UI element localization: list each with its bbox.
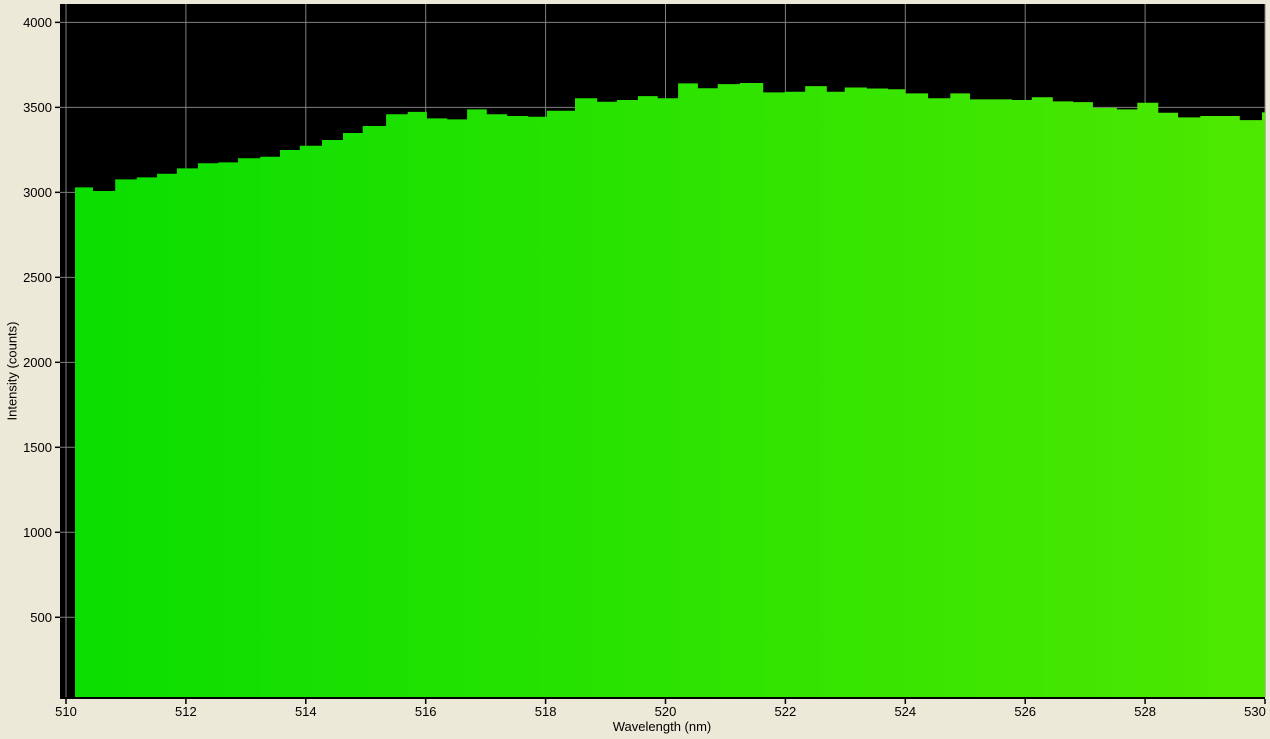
y-tick-label: 2000 <box>23 355 52 370</box>
spectrum-area[interactable] <box>75 83 1265 697</box>
x-axis-title: Wavelength (nm) <box>612 719 712 734</box>
y-tick-label: 1000 <box>23 525 52 540</box>
y-tick-label: 1500 <box>23 440 52 455</box>
y-tick-label: 4000 <box>23 15 52 30</box>
x-tick-label: 522 <box>775 704 797 719</box>
x-tick-label: 520 <box>655 704 677 719</box>
x-tick-label: 514 <box>295 704 317 719</box>
x-tick-label: 530 <box>1244 704 1266 719</box>
y-tick-label: 2500 <box>23 270 52 285</box>
x-tick-label: 524 <box>894 704 916 719</box>
y-tick-label: 500 <box>30 610 52 625</box>
y-tick-label: 3000 <box>23 185 52 200</box>
x-tick-label: 526 <box>1014 704 1036 719</box>
x-tick-label: 516 <box>415 704 437 719</box>
x-tick-label: 528 <box>1134 704 1156 719</box>
x-tick-label: 512 <box>175 704 197 719</box>
y-axis-title: Intensity (counts) <box>4 321 20 421</box>
x-tick-label: 518 <box>535 704 557 719</box>
x-tick-label: 510 <box>55 704 77 719</box>
y-tick-label: 3500 <box>23 100 52 115</box>
